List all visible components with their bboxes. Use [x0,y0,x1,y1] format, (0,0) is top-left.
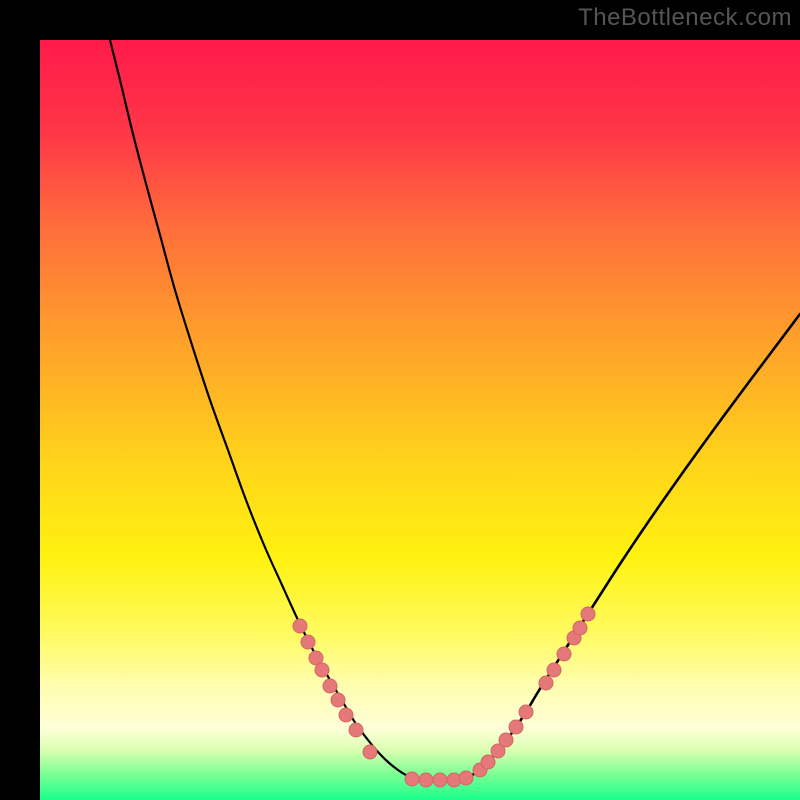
marker-left [301,635,315,649]
marker-bottom [405,772,419,786]
marker-left [339,708,353,722]
marker-right [547,663,561,677]
marker-right [573,621,587,635]
curve-right [460,314,800,780]
marker-bottom [433,773,447,787]
marker-left [323,679,337,693]
marker-left [293,619,307,633]
marker-left [349,723,363,737]
marker-right [481,755,495,769]
marker-left [363,745,377,759]
watermark-text: TheBottleneck.com [578,4,792,32]
chart-frame: TheBottleneck.com [0,0,800,800]
marker-left [331,693,345,707]
marker-bottom [459,771,473,785]
marker-left [315,663,329,677]
curve-left [110,40,460,780]
plot-area [40,40,800,800]
marker-right [539,676,553,690]
marker-right [519,705,533,719]
marker-right [499,733,513,747]
marker-bottom [419,773,433,787]
marker-right [509,720,523,734]
curve-layer [40,40,800,800]
marker-right [581,607,595,621]
marker-right [557,647,571,661]
